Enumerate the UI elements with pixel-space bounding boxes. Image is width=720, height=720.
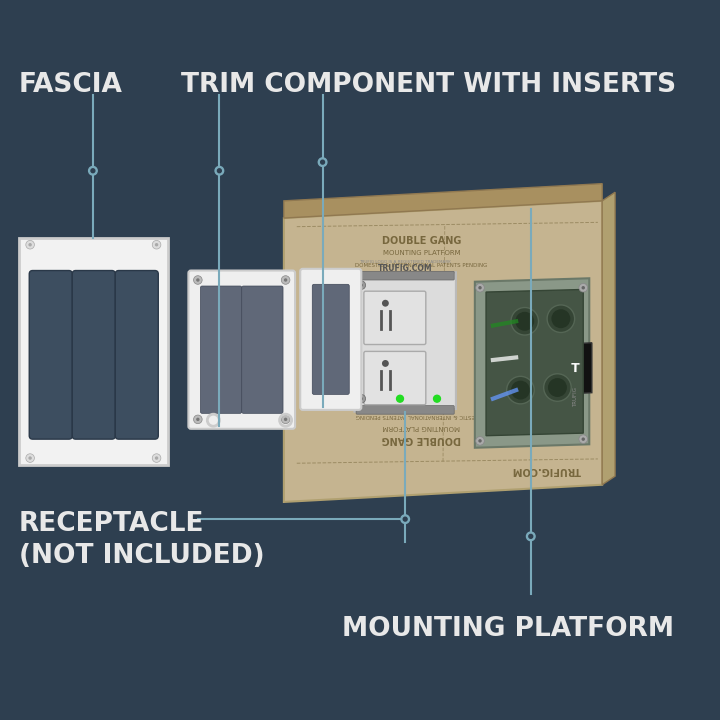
Circle shape (528, 534, 533, 539)
Polygon shape (559, 343, 592, 395)
Circle shape (26, 454, 35, 462)
Circle shape (155, 243, 158, 246)
Circle shape (28, 243, 32, 246)
Circle shape (284, 278, 287, 282)
Text: UFI: UFI (335, 338, 348, 347)
Polygon shape (602, 192, 615, 485)
Circle shape (282, 415, 290, 423)
Circle shape (28, 456, 32, 460)
Circle shape (476, 436, 485, 445)
Text: T: T (571, 362, 580, 375)
Text: DOMESTIC & INTERNATIONAL PATENTS PENDING: DOMESTIC & INTERNATIONAL PATENTS PENDING (356, 263, 487, 268)
Circle shape (397, 395, 403, 402)
Circle shape (547, 305, 575, 333)
Text: TRUFIG: TRUFIG (573, 387, 578, 407)
FancyBboxPatch shape (189, 271, 295, 429)
FancyBboxPatch shape (356, 405, 454, 414)
Polygon shape (354, 272, 456, 412)
Circle shape (26, 240, 35, 249)
FancyBboxPatch shape (364, 351, 426, 405)
Circle shape (357, 281, 366, 289)
Circle shape (359, 397, 363, 400)
Circle shape (526, 532, 535, 541)
Circle shape (433, 395, 441, 402)
Circle shape (511, 381, 530, 400)
Circle shape (196, 418, 199, 421)
Polygon shape (475, 278, 589, 448)
Text: DOMESTIC & INTERNATIONAL PATENTS PENDING: DOMESTIC & INTERNATIONAL PATENTS PENDING (356, 413, 487, 418)
Text: MOUNTING PLATFORM: MOUNTING PLATFORM (343, 616, 675, 642)
Circle shape (282, 276, 290, 284)
Text: DOUBLE GANG: DOUBLE GANG (382, 236, 462, 246)
Circle shape (478, 286, 482, 289)
Circle shape (582, 286, 585, 289)
Circle shape (476, 284, 485, 292)
Circle shape (478, 439, 482, 443)
Polygon shape (486, 289, 583, 436)
FancyBboxPatch shape (30, 271, 72, 439)
Circle shape (544, 374, 571, 401)
Circle shape (284, 418, 287, 421)
Polygon shape (284, 184, 602, 218)
Text: RECEPTACLE
(NOT INCLUDED): RECEPTACLE (NOT INCLUDED) (19, 510, 264, 569)
Circle shape (194, 276, 202, 284)
Circle shape (357, 395, 366, 403)
FancyBboxPatch shape (115, 271, 158, 439)
FancyBboxPatch shape (356, 271, 454, 280)
Circle shape (579, 284, 588, 292)
Circle shape (91, 168, 95, 173)
Circle shape (89, 166, 97, 175)
Text: TRIM COMPONENT WITH INSERTS: TRIM COMPONENT WITH INSERTS (181, 72, 676, 98)
Circle shape (548, 378, 567, 397)
Circle shape (155, 456, 158, 460)
Circle shape (217, 168, 221, 173)
Circle shape (382, 300, 389, 307)
Polygon shape (19, 238, 168, 465)
Circle shape (382, 360, 389, 367)
Circle shape (516, 312, 534, 330)
Circle shape (152, 240, 161, 249)
Circle shape (194, 415, 202, 423)
Text: TRUFIG LOGO IS A REGISTERED TRADEMARK: TRUFIG LOGO IS A REGISTERED TRADEMARK (359, 260, 451, 264)
Text: MOUNTING PLATFORM: MOUNTING PLATFORM (383, 424, 460, 430)
Circle shape (507, 377, 534, 404)
Text: MOUNTING PLATFORM: MOUNTING PLATFORM (383, 251, 460, 256)
Circle shape (196, 278, 199, 282)
Text: DOUBLE GANG: DOUBLE GANG (382, 434, 462, 444)
Circle shape (401, 515, 410, 523)
FancyBboxPatch shape (300, 269, 361, 410)
Circle shape (215, 166, 224, 175)
Circle shape (403, 517, 407, 521)
FancyBboxPatch shape (72, 271, 115, 439)
FancyBboxPatch shape (364, 291, 426, 344)
Circle shape (318, 158, 327, 166)
FancyBboxPatch shape (312, 284, 349, 395)
Circle shape (320, 161, 325, 164)
FancyBboxPatch shape (242, 286, 283, 413)
Text: FASCIA: FASCIA (19, 72, 123, 98)
Circle shape (579, 435, 588, 444)
Circle shape (359, 284, 363, 287)
FancyBboxPatch shape (200, 286, 242, 413)
Circle shape (152, 454, 161, 462)
Text: TRUFIG.COM: TRUFIG.COM (378, 264, 433, 274)
Circle shape (511, 307, 539, 335)
Text: TRUFIG.COM: TRUFIG.COM (512, 465, 581, 475)
Circle shape (552, 310, 570, 328)
Circle shape (582, 438, 585, 441)
Polygon shape (284, 201, 602, 502)
